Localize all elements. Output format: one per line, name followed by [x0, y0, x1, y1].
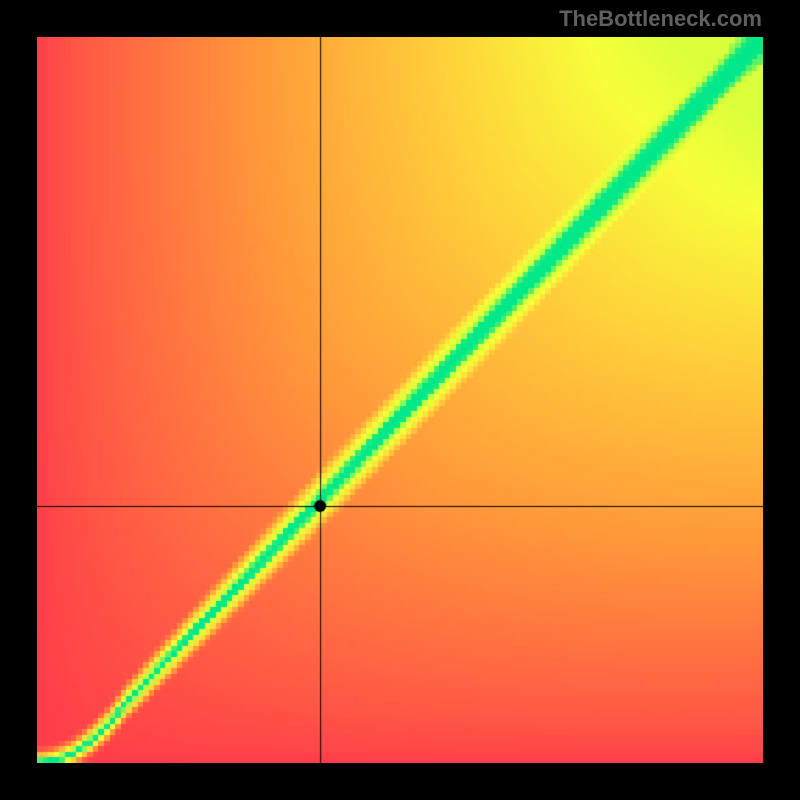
plot-area [37, 37, 763, 763]
watermark-text: TheBottleneck.com [559, 6, 762, 32]
crosshair-overlay [37, 37, 763, 763]
chart-frame: TheBottleneck.com [0, 0, 800, 800]
